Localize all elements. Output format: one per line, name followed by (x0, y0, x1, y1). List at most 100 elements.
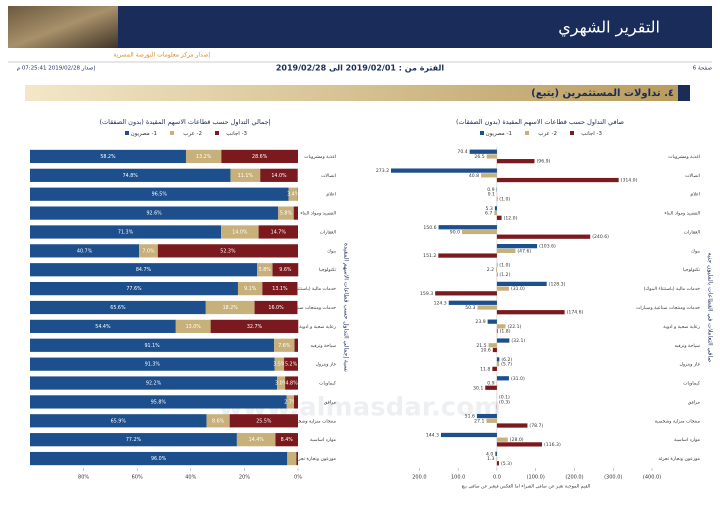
bar (435, 291, 497, 296)
bar (496, 286, 509, 291)
value-label: (1.2) (499, 272, 510, 278)
bar-segment (30, 319, 176, 333)
issue-date: إصدار 2019/02/28 07:25:41 م (17, 66, 96, 72)
bar-segment (30, 225, 222, 239)
category-label: منتجات منزلية وشخصية (655, 419, 701, 424)
value-label: (1.0) (499, 263, 510, 269)
value-label: (240.6) (592, 234, 609, 240)
category-label: خدمات مالية (باستثناء البنوك) (644, 286, 701, 292)
bar (496, 357, 500, 362)
category-label: اتصالات (685, 174, 700, 179)
report-title: التقرير الشهري (558, 18, 660, 38)
bar-segment (30, 168, 231, 182)
value-label: 16.0% (268, 305, 284, 311)
value-label: 18.2% (223, 305, 239, 311)
value-label: 65.6% (110, 305, 126, 311)
bar-segment (274, 338, 295, 352)
bar-segment (30, 376, 278, 390)
category-label: كيماويات (319, 381, 337, 387)
category-label: خدمات ومنتجات صناعية وسيارات (272, 306, 336, 311)
value-label: 3.0% (275, 381, 288, 387)
value-label: (5.3) (501, 461, 512, 467)
x-tick-label: 40% (185, 475, 196, 481)
bar-segment (254, 300, 298, 315)
value-label: 77.6% (126, 286, 142, 292)
bar (496, 215, 502, 220)
bar-segment (229, 414, 298, 428)
bar (486, 154, 497, 159)
value-label: 151.2 (423, 253, 436, 259)
bar-segment (30, 433, 237, 447)
bar-segment (277, 376, 286, 390)
bar-segment (221, 149, 298, 164)
value-label: 8.4% (281, 437, 294, 443)
value-label: 51.6 (465, 414, 475, 420)
value-label: 0.9 (487, 381, 494, 387)
bar (496, 159, 535, 164)
bar-segment (237, 282, 263, 296)
value-label: 25.5% (256, 418, 272, 424)
bar-segment (30, 338, 275, 352)
report-subtitle: إصدار مركز معلومات البورصة المصرية (113, 52, 210, 59)
header-photo (8, 6, 118, 48)
chart-title: صافي التداول حسب قطاعات الاسهم المقيدة (… (456, 118, 625, 126)
bar-segment (30, 187, 289, 201)
category-label: العقارات (684, 230, 700, 235)
value-label: 27.1 (474, 418, 484, 424)
category-label: سياحة وترفيه (311, 344, 337, 349)
value-label: 23.9 (475, 319, 485, 325)
value-label: (0.1) (499, 395, 510, 401)
bar-segment (258, 225, 298, 239)
legend-label: 1- مصريون (131, 131, 157, 137)
bar-segment (284, 357, 298, 371)
bar-segment (294, 338, 298, 352)
value-label: 5.8% (280, 211, 293, 217)
value-label: 9.1% (244, 286, 257, 292)
value-label: 0.1 (488, 192, 495, 198)
bar-segment (157, 244, 298, 258)
value-label: 2.2 (487, 267, 494, 273)
legend-swatch (125, 131, 129, 135)
category-label: رعاية صحية و ادوية (663, 325, 700, 330)
bar (496, 442, 543, 447)
value-label: 159.3 (420, 291, 433, 297)
bar (496, 177, 619, 183)
category-label: غاز وبترول (680, 363, 701, 368)
value-label: 58.2% (100, 154, 116, 160)
legend-label: 2- عرب (183, 131, 202, 137)
value-label: 14.4% (249, 437, 265, 443)
bar (488, 343, 497, 348)
legend-swatch (525, 131, 529, 135)
category-label: مرافق (688, 400, 701, 405)
value-label: 5.3 (486, 206, 493, 212)
category-label: خدمات مالية (باستثناء البنوك) (280, 286, 337, 292)
bar-segment (30, 263, 257, 277)
bar-segment (30, 282, 238, 296)
category-label: سياحة وترفيه (675, 344, 701, 349)
bar (496, 267, 497, 272)
value-label: 11.8 (480, 366, 490, 372)
bar-segment (274, 357, 285, 371)
chart-note: القيم الموجبة تعبر عن صافي الشراء اما ال… (462, 484, 590, 490)
value-label: (5.7) (501, 362, 512, 368)
bar (492, 366, 497, 371)
category-label: موارد اساسية (310, 438, 337, 443)
value-label: 30.1 (473, 385, 483, 391)
bar (391, 168, 497, 173)
bar-segment (288, 187, 298, 201)
value-label: 52.3% (220, 248, 236, 254)
page-number: صفحة 6 (693, 66, 713, 72)
value-label: (78.7) (529, 423, 543, 429)
bar-segment (30, 149, 186, 164)
value-label: 96.0% (151, 456, 167, 462)
bar (496, 310, 565, 315)
bar (448, 300, 497, 305)
legend-label: 3- اجانب (581, 131, 602, 137)
category-label: التشييد ومواد البناء (300, 212, 336, 217)
category-label: تكنولوجيا (319, 267, 337, 273)
value-label: 40.7% (77, 248, 93, 254)
bar-segment (278, 206, 294, 220)
bar (496, 362, 500, 367)
bar-segment (260, 168, 298, 182)
value-label: (128.3) (549, 281, 566, 287)
